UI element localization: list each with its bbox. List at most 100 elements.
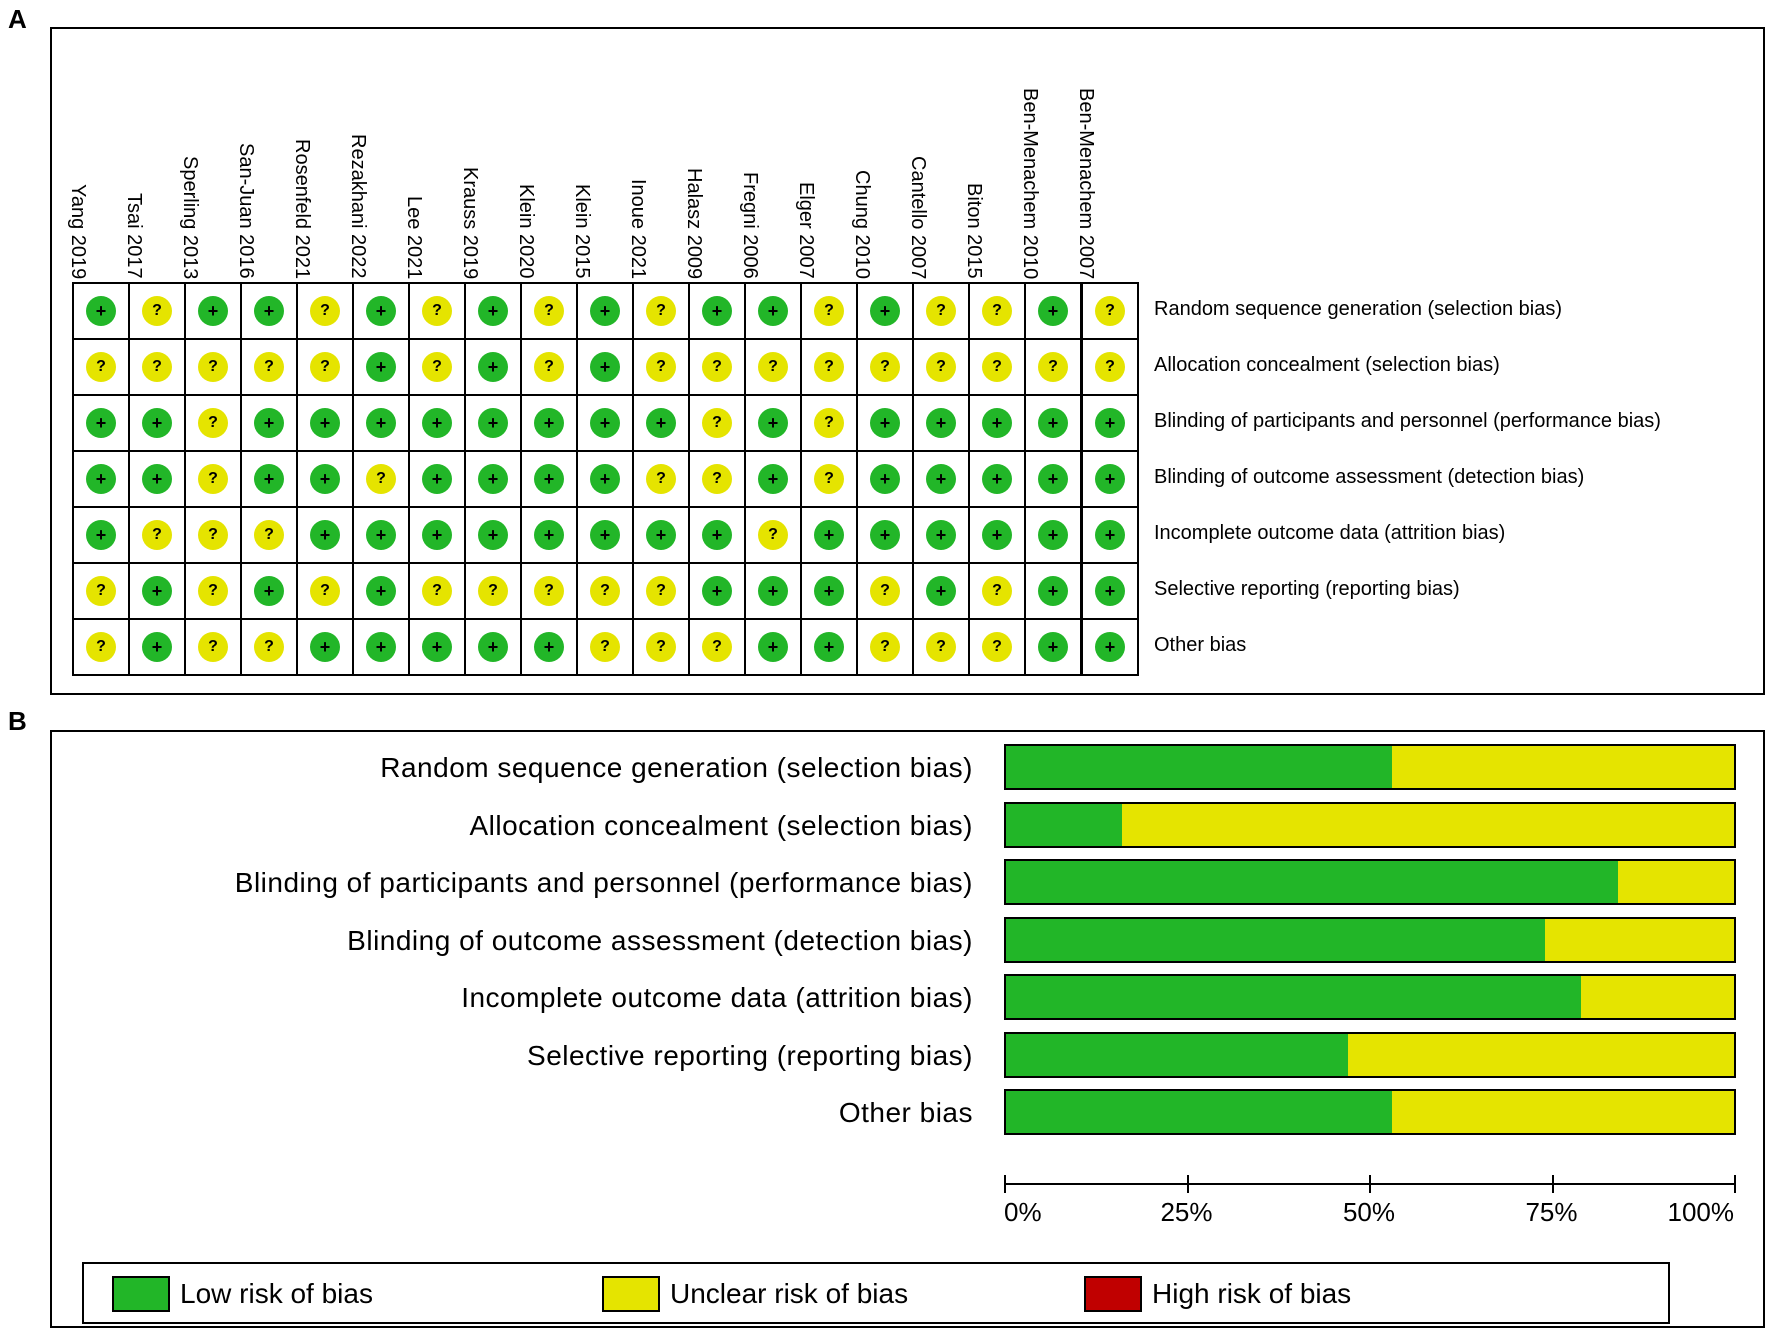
low-risk-icon: + xyxy=(86,296,116,326)
grid-cell: ? xyxy=(688,618,746,676)
grid-cell: + xyxy=(352,394,410,452)
low-risk-icon: + xyxy=(142,576,172,606)
low-risk-icon: + xyxy=(254,576,284,606)
study-label-text: Sperling 2013 xyxy=(179,155,201,279)
grid-cell: + xyxy=(912,450,970,508)
unclear-risk-icon: ? xyxy=(1095,352,1125,382)
low-risk-icon: + xyxy=(534,520,564,550)
grid-cell: + xyxy=(1080,394,1139,452)
grid-cell: + xyxy=(744,282,802,340)
x-tick xyxy=(1004,1175,1006,1193)
x-tick-label: 100% xyxy=(1667,1197,1735,1227)
x-tick xyxy=(1369,1175,1371,1193)
low-risk-icon: + xyxy=(982,408,1012,438)
unclear-risk-icon: ? xyxy=(814,352,844,382)
bar-segment-low xyxy=(1006,1033,1349,1076)
low-risk-icon: + xyxy=(646,520,676,550)
grid-cell: ? xyxy=(632,618,690,676)
category-label: Other bias xyxy=(838,1097,973,1128)
bar-segment-low xyxy=(1006,746,1392,788)
grid-cell: + xyxy=(800,618,858,676)
unclear-risk-icon: ? xyxy=(646,464,676,494)
grid-cell: + xyxy=(464,618,522,676)
low-risk-icon: + xyxy=(422,464,452,494)
legend-item: Unclear risk of bias xyxy=(602,1276,908,1312)
grid-cell: + xyxy=(688,506,746,564)
low-risk-icon: + xyxy=(646,408,676,438)
grid-row: ? +? +? +????? + + +? +? + + xyxy=(72,562,1139,620)
grid-cell: + xyxy=(968,394,1026,452)
study-label: Ben-Menachem 2010 xyxy=(1019,79,1080,299)
grid-cell: + xyxy=(128,618,186,676)
low-risk-icon: + xyxy=(1095,520,1125,550)
low-risk-icon: + xyxy=(758,408,788,438)
grid-cell: + xyxy=(688,562,746,620)
grid-cell: ? xyxy=(968,562,1026,620)
low-risk-icon: + xyxy=(1038,408,1068,438)
grid-cell: + xyxy=(576,450,634,508)
unclear-risk-icon: ? xyxy=(702,632,732,662)
low-risk-icon: + xyxy=(198,296,228,326)
grid-cell: + xyxy=(1024,506,1083,564)
low-risk-icon: + xyxy=(366,576,396,606)
grid-cell: ? xyxy=(800,282,858,340)
legend: Low risk of bias Unclear risk of bias High… xyxy=(82,1262,1670,1324)
bar-segment-unclear xyxy=(1391,746,1734,788)
grid-cell: + xyxy=(352,282,410,340)
grid-cell: ? xyxy=(968,618,1026,676)
low-risk-icon: + xyxy=(926,576,956,606)
grid-cell: ? xyxy=(912,338,970,396)
grid-cell: ? xyxy=(800,450,858,508)
grid-cell: + xyxy=(856,450,914,508)
grid-cell: ? xyxy=(128,338,186,396)
grid-cell: + xyxy=(1024,450,1083,508)
legend-label: Low risk of bias xyxy=(180,1278,373,1309)
grid-cell: + xyxy=(1024,394,1083,452)
unclear-risk-icon: ? xyxy=(534,352,564,382)
grid-cell: + xyxy=(352,618,410,676)
study-label-text: Elger 2007 xyxy=(795,182,817,279)
panel-a-traffic-light-plot: Yang 2019 Tsai 2017 Sperling 2013 San-Juan … xyxy=(50,27,1765,695)
grid-cell: ? xyxy=(1024,338,1083,396)
low-risk-icon: + xyxy=(870,464,900,494)
unclear-risk-icon: ? xyxy=(254,520,284,550)
grid-cell: ? xyxy=(408,562,466,620)
unclear-risk-icon: ? xyxy=(702,408,732,438)
low-risk-icon: + xyxy=(86,520,116,550)
unclear-risk-icon: ? xyxy=(758,352,788,382)
unclear-risk-icon: ? xyxy=(814,408,844,438)
panel-a-letter: A xyxy=(8,4,27,34)
x-tick xyxy=(1734,1175,1736,1193)
unclear-risk-icon: ? xyxy=(814,464,844,494)
low-risk-icon: + xyxy=(758,464,788,494)
grid-cell: + xyxy=(800,562,858,620)
grid-cell: ? xyxy=(352,450,410,508)
unclear-risk-icon: ? xyxy=(982,632,1012,662)
low-risk-icon: + xyxy=(142,632,172,662)
grid-cell: + xyxy=(1080,450,1139,508)
study-label-text: Biton 2015 xyxy=(963,183,985,279)
grid-cell: + xyxy=(576,506,634,564)
study-label: Krauss 2019 xyxy=(459,79,520,299)
grid-cell: ? xyxy=(632,450,690,508)
low-risk-icon: + xyxy=(422,632,452,662)
grid-cell: + xyxy=(1024,562,1083,620)
unclear-risk-icon: ? xyxy=(870,576,900,606)
grid-cell: + xyxy=(464,338,522,396)
bar-segment-low xyxy=(1006,918,1545,961)
grid-cell: ? xyxy=(856,562,914,620)
grid-cell: ? xyxy=(1080,338,1139,396)
bar-segment-unclear xyxy=(1617,861,1734,903)
legend-swatch xyxy=(112,1276,170,1312)
grid-cell: + xyxy=(240,562,298,620)
domain-label: Incomplete outcome data (attrition bias) xyxy=(1154,522,1506,544)
legend-item: High risk of bias xyxy=(1084,1276,1351,1312)
panel-b-letter: B xyxy=(8,706,27,736)
study-label-text: Yang 2019 xyxy=(67,183,89,279)
unclear-risk-icon: ? xyxy=(198,408,228,438)
study-label: Rezakhani 2022 xyxy=(347,79,408,299)
legend-label: Unclear risk of bias xyxy=(670,1278,909,1309)
low-risk-icon: + xyxy=(310,408,340,438)
unclear-risk-icon: ? xyxy=(310,576,340,606)
low-risk-icon: + xyxy=(926,464,956,494)
